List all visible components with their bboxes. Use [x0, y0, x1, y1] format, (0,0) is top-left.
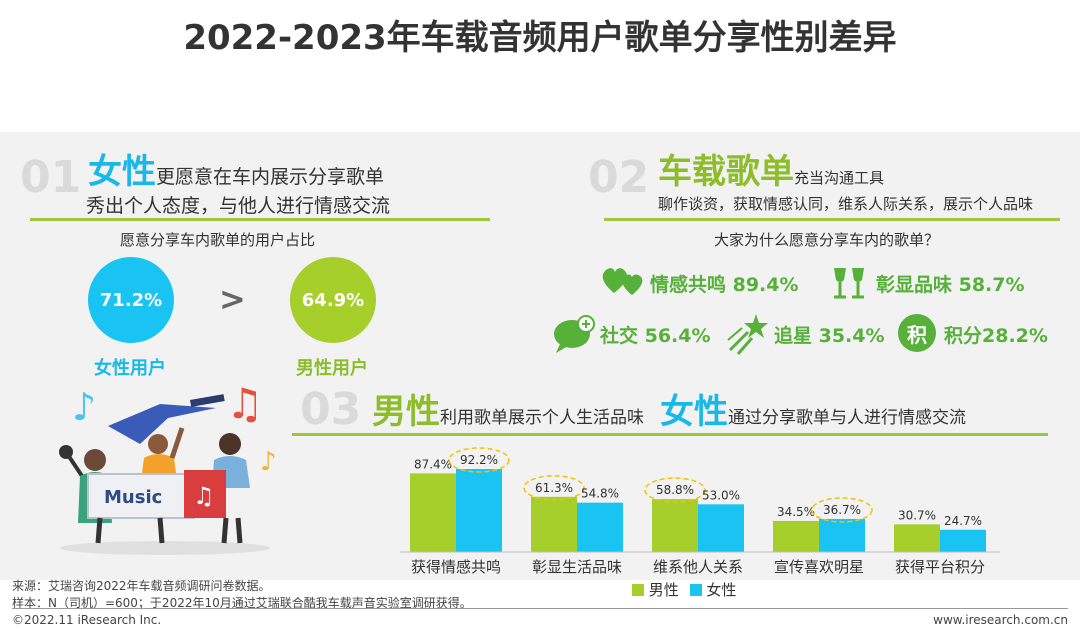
data-label-4-0: 30.7% [898, 508, 936, 522]
section-2-divider [604, 218, 1060, 221]
reason-points: 积分28.2% [944, 325, 1048, 347]
data-label-3-1: 36.7% [823, 503, 861, 517]
category-label-1: 彰显生活品味 [532, 558, 622, 576]
section-1-headline: 女性更愿意在车内展示分享歌单 [88, 144, 384, 193]
reason-emotion: 情感共鸣 89.4% [650, 274, 799, 296]
category-label-3: 宣传喜欢明星 [774, 558, 864, 576]
sample-note: 样本：N（司机）=600；于2022年10月通过艾瑞联合酷我车载声音实验室调研获… [12, 596, 472, 610]
bar-male-3 [773, 520, 819, 552]
source-note: 来源：艾瑞咨询2022年车载音频调研问卷数据。 [12, 579, 271, 593]
bar-male-2 [652, 499, 698, 552]
data-label-2-1: 53.0% [702, 488, 740, 502]
data-label-4-1: 24.7% [944, 514, 982, 528]
bar-female-3 [819, 518, 865, 552]
category-label-4: 获得平台积分 [895, 558, 985, 576]
website: www.iresearch.com.cn [933, 613, 1068, 627]
section-1-subline: 秀出个人态度，与他人进行情感交流 [86, 195, 391, 217]
section-1-headline-rest: 更愿意在车内展示分享歌单 [156, 166, 385, 188]
section-3-highlight-male: 男性 [372, 392, 440, 432]
female-user-label: 女性用户 [94, 358, 166, 379]
points-badge-icon: 积 [898, 314, 936, 352]
reason-taste: 彰显品味 58.7% [876, 274, 1025, 296]
data-label-1-0: 61.3% [535, 481, 573, 495]
bar-male-4 [894, 524, 940, 552]
gender-comparison-bar-chart: 87.4% 92.2% 获得情感共鸣 61.3% 54.8% 彰显生活品味 58.8% 53.… [400, 447, 1000, 576]
shooting-star-icon [726, 310, 772, 360]
compare-sign: > [219, 280, 246, 318]
legend-label-male: 男性 [648, 581, 679, 599]
svg-text:♪: ♪ [72, 385, 96, 429]
svg-text:♫: ♫ [226, 379, 264, 428]
section-3-text-female: 通过分享歌单与人进行情感交流 [728, 408, 966, 428]
section-2-subline: 聊作谈资，获取情感认同，维系人际关系，展示个人品味 [658, 195, 1034, 213]
svg-text:♪: ♪ [260, 447, 277, 477]
svg-text:♫: ♫ [193, 482, 215, 510]
section-2-number: 02 [588, 152, 650, 203]
section-2-headline: 车载歌单充当沟通工具 [658, 144, 884, 193]
data-label-3-0: 34.5% [777, 505, 815, 519]
section-3-highlight-female: 女性 [660, 392, 728, 432]
section-2-highlight: 车载歌单 [658, 152, 794, 192]
bar-female-4 [940, 529, 986, 552]
highlight-ellipse-0-1 [448, 447, 510, 473]
category-label-2: 维系他人关系 [653, 558, 743, 576]
reason-social: 社交 56.4% [600, 325, 711, 347]
data-label-0-1: 92.2% [460, 453, 498, 467]
category-label-0: 获得情感共鸣 [411, 558, 501, 576]
section-1-number: 01 [20, 152, 82, 203]
copyright: ©2022.11 iResearch Inc. [12, 613, 162, 627]
male-user-label: 男性用户 [296, 358, 368, 379]
page-title: 2022-2023年车载音频用户歌单分享性别差异 [183, 18, 897, 58]
section-1-question: 愿意分享车内歌单的用户占比 [120, 231, 316, 249]
male-share-circle: 64.9% [290, 257, 376, 343]
chart-legend: 男性 女性 [632, 579, 736, 600]
legend-swatch-male [632, 584, 644, 596]
music-illustration: ♪ ♫ ♪ Music ♫ [40, 378, 290, 558]
section-3-number: 03 [300, 384, 362, 435]
hearts-icon [600, 265, 646, 301]
bar-male-1 [531, 496, 577, 552]
legend-label-female: 女性 [706, 581, 737, 599]
bar-female-1 [577, 502, 623, 552]
section-2-question: 大家为什么愿意分享车内的歌单？ [714, 231, 940, 249]
section-1-divider [30, 218, 490, 221]
highlight-ellipse-3-1 [811, 497, 873, 523]
bar-male-0 [410, 473, 456, 552]
bar-female-0 [456, 469, 502, 552]
section-2-headline-rest: 充当沟通工具 [794, 169, 885, 187]
data-label-1-1: 54.8% [581, 487, 619, 501]
reason-idol: 追星 35.4% [774, 325, 885, 347]
bar-female-2 [698, 504, 744, 552]
chat-bubble-icon [552, 314, 598, 358]
section-3-text-male: 利用歌单展示个人生活品味 [440, 408, 644, 428]
highlight-ellipse-2-0 [644, 477, 706, 503]
footer-divider [12, 608, 1068, 609]
illustration-music-text: Music [104, 487, 162, 508]
legend-swatch-female [689, 584, 702, 596]
section-3-divider [292, 433, 1048, 436]
wine-glasses-icon [830, 262, 870, 306]
section-1-highlight: 女性 [88, 152, 156, 192]
section-3-headline: 男性利用歌单展示个人生活品味 女性通过分享歌单与人进行情感交流 [372, 384, 966, 433]
highlight-ellipse-1-0 [523, 475, 585, 501]
female-share-circle: 71.2% [88, 257, 174, 343]
data-label-0-0: 87.4% [414, 457, 452, 471]
data-label-2-0: 58.8% [656, 483, 694, 497]
